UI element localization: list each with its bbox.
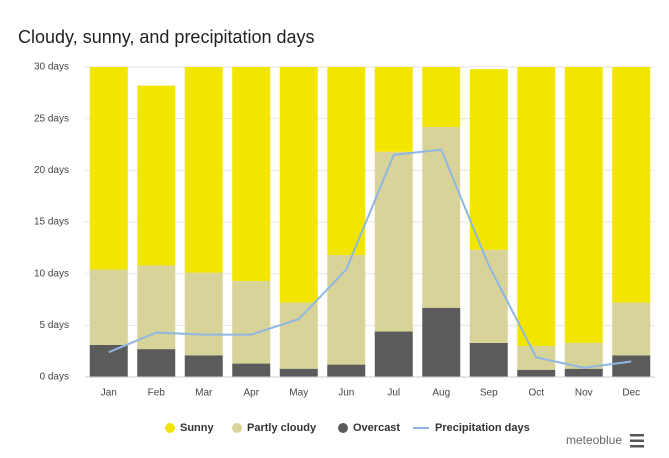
bar-segment (612, 67, 651, 303)
x-tick-label: Oct (528, 388, 544, 399)
bar-segment (89, 269, 128, 345)
x-tick-label: Mar (195, 388, 213, 399)
bar-segment (184, 67, 223, 273)
y-tick-label: 25 days (34, 113, 69, 124)
x-tick-label: Apr (243, 388, 259, 399)
bar-segment (612, 302, 651, 356)
bar-segment (422, 307, 461, 377)
x-tick-label: Sep (480, 388, 498, 399)
bar-segment (422, 67, 461, 127)
legend-label: Partly cloudy (247, 422, 317, 434)
bar-segment (469, 69, 508, 250)
legend-label: Overcast (353, 422, 400, 434)
y-tick-label: 15 days (34, 217, 69, 228)
bar-segment (137, 349, 176, 377)
bar-segment (279, 67, 318, 303)
bar-segment (184, 355, 223, 377)
menu-icon[interactable] (630, 434, 644, 448)
bar-segment (232, 280, 271, 364)
x-tick-label: Jul (387, 388, 400, 399)
bar-segment (89, 344, 128, 377)
line (108, 148, 632, 369)
x-tick-label: Aug (432, 388, 450, 399)
x-tick-label: Nov (575, 388, 593, 399)
y-tick-label: 20 days (34, 165, 69, 176)
bar-segment (279, 368, 318, 377)
bar-segment (564, 67, 603, 343)
x-tick-label: Jun (338, 388, 354, 399)
bar-segment (374, 331, 413, 377)
bar-segment (232, 363, 271, 377)
bar-segment (137, 265, 176, 350)
bar-segment (327, 255, 366, 365)
legend-swatch (232, 423, 242, 433)
x-tick-label: Jan (101, 388, 117, 399)
bar-segment (137, 85, 176, 266)
x-tick-label: Feb (148, 388, 166, 399)
bar-segment (89, 67, 128, 270)
y-tick-label: 5 days (40, 320, 69, 331)
y-tick-label: 10 days (34, 268, 69, 279)
x-tick-label: May (289, 388, 308, 399)
legend-swatch (165, 423, 175, 433)
bar-segment (327, 364, 366, 377)
y-tick-label: 30 days (34, 62, 69, 73)
bar-segment (232, 67, 271, 281)
bar-segment (469, 342, 508, 377)
brand: meteoblue (566, 433, 622, 447)
bar-segment (374, 151, 413, 332)
bar-segment (279, 302, 318, 369)
bar-segment (564, 368, 603, 377)
legend-label: Sunny (180, 422, 214, 434)
bar-segment (517, 369, 556, 377)
bar-segment (517, 67, 556, 346)
legend-swatch (338, 423, 348, 433)
bar-segment (612, 355, 651, 377)
chart-title: Cloudy, sunny, and precipitation days (18, 27, 315, 47)
bar-segment (374, 67, 413, 152)
y-tick-label: 0 days (40, 372, 69, 383)
bar-segment (184, 272, 223, 356)
x-tick-label: Dec (622, 388, 640, 399)
legend-label: Precipitation days (435, 422, 530, 434)
bar-segment (422, 126, 461, 308)
bar-segment (327, 67, 366, 256)
